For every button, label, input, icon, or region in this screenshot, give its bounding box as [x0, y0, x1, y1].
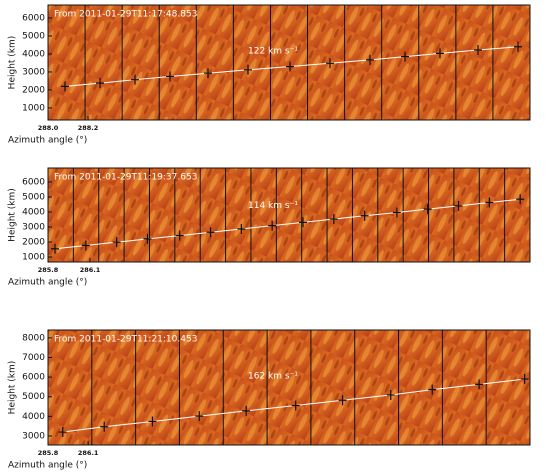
x-tick-label: 285.8 — [38, 449, 59, 457]
cross-marker — [360, 210, 369, 221]
y-tick-label: 6000 — [22, 177, 45, 187]
y-tick-label: 6000 — [22, 373, 45, 383]
time-annotation: From 2011-01-29T11:21:10.453 — [54, 335, 197, 345]
image-strip — [48, 168, 530, 262]
y-tick-label: 4000 — [22, 412, 45, 422]
y-tick-label: 3000 — [22, 67, 45, 77]
cross-marker — [96, 78, 104, 89]
cross-marker — [516, 194, 525, 205]
image-strip — [48, 330, 530, 445]
y-tick-label: 6000 — [22, 13, 45, 23]
cross-marker — [100, 421, 109, 432]
cross-marker — [268, 220, 277, 231]
y-tick-label: 2000 — [22, 238, 45, 248]
speed-label: 162 km s⁻¹ — [248, 372, 298, 382]
cross-marker — [475, 379, 484, 390]
cross-marker — [423, 204, 432, 215]
y-tick-label: 3000 — [22, 223, 45, 233]
cross-marker — [242, 405, 251, 416]
cross-marker — [485, 197, 494, 208]
cross-marker — [148, 416, 157, 427]
cross-marker — [520, 374, 529, 385]
cross-marker — [392, 207, 401, 218]
fit-line — [54, 198, 521, 250]
y-tick-label: 2000 — [22, 85, 45, 95]
x-tick-label: 285.8 — [38, 266, 59, 274]
cross-marker — [366, 54, 374, 65]
cross-marker — [428, 384, 437, 395]
cross-marker — [175, 230, 184, 241]
y-tick-label: 4000 — [22, 49, 45, 59]
y-tick-label: 5000 — [22, 31, 45, 41]
cross-marker — [244, 64, 252, 75]
time-annotation: From 2011-01-29T11:19:37.653 — [54, 173, 197, 183]
time-annotation: From 2011-01-29T11:17:48.853 — [54, 10, 197, 20]
cross-marker — [51, 243, 60, 254]
cross-marker — [286, 61, 294, 72]
cross-marker — [206, 227, 215, 238]
cross-marker — [81, 240, 90, 251]
cross-marker — [326, 58, 334, 69]
cross-marker — [143, 233, 152, 244]
cross-marker — [166, 71, 174, 82]
x-tick-label: 288.0 — [38, 124, 59, 132]
x-tick-label: 288.2 — [78, 124, 99, 132]
cross-marker — [58, 427, 67, 438]
cross-marker — [436, 48, 444, 59]
cross-marker — [474, 44, 482, 55]
cross-marker — [514, 41, 522, 52]
y-axis-label: Height (km) — [8, 36, 18, 90]
cross-marker — [291, 400, 300, 411]
y-tick-label: 1000 — [22, 103, 45, 113]
y-axis-label: Height (km) — [8, 188, 18, 242]
x-axis-label: Azimuth angle (°) — [8, 278, 87, 288]
cross-marker — [401, 51, 409, 62]
plot-frame — [47, 167, 531, 263]
cross-marker — [386, 389, 395, 400]
x-axis-label: Azimuth angle (°) — [8, 136, 87, 146]
cross-marker — [454, 200, 463, 211]
x-tick-label: 286.1 — [78, 449, 99, 457]
image-strip — [48, 5, 530, 120]
y-tick-label: 5000 — [22, 392, 45, 402]
y-tick-label: 7000 — [22, 353, 45, 363]
cross-marker — [237, 223, 246, 234]
cross-marker — [61, 81, 69, 92]
y-tick-label: 1000 — [22, 253, 45, 263]
y-axis-label: Height (km) — [8, 361, 18, 415]
cross-marker — [195, 411, 204, 422]
cross-marker — [131, 74, 139, 85]
y-tick-label: 3000 — [22, 431, 45, 441]
plot-frame — [47, 329, 531, 446]
plot-frame — [47, 4, 531, 121]
speed-label: 122 km s⁻¹ — [248, 47, 298, 57]
y-tick-label: 8000 — [22, 333, 45, 343]
speed-label: 114 km s⁻¹ — [248, 201, 298, 211]
y-tick-label: 5000 — [22, 192, 45, 202]
cross-marker — [112, 237, 121, 248]
x-tick-label: 286.1 — [80, 266, 101, 274]
cross-marker — [329, 214, 338, 225]
cross-marker — [299, 217, 308, 228]
y-tick-label: 4000 — [22, 207, 45, 217]
cross-marker — [204, 68, 212, 79]
x-axis-label: Azimuth angle (°) — [8, 461, 87, 471]
cross-marker — [338, 395, 347, 406]
